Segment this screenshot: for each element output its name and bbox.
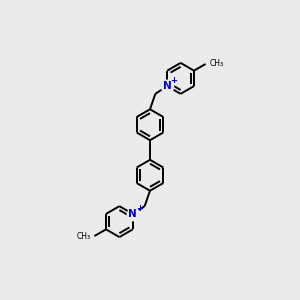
Text: CH₃: CH₃ [209, 59, 223, 68]
Text: CH₃: CH₃ [77, 232, 91, 241]
Text: N: N [163, 81, 172, 91]
Text: +: + [170, 76, 177, 85]
Text: N: N [128, 209, 137, 219]
Text: +: + [136, 204, 143, 213]
